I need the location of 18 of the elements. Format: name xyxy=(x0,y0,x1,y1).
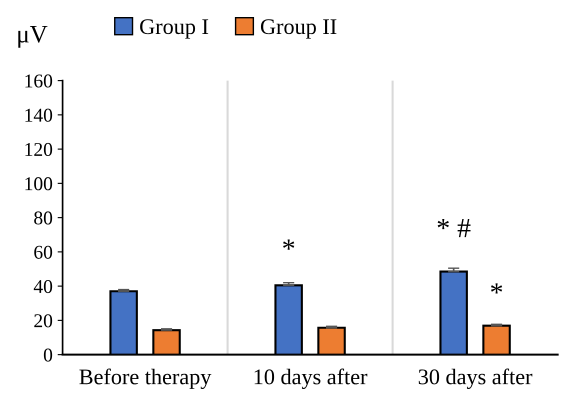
y-tick-label: 0 xyxy=(44,348,52,362)
legend-label: Group II xyxy=(260,19,336,39)
y-tick-label: 140 xyxy=(25,108,52,122)
y-tick-label: 120 xyxy=(25,142,52,156)
x-tick-label: 10 days after xyxy=(254,368,368,389)
y-tick-label: 20 xyxy=(34,314,52,328)
legend-label: Group I xyxy=(140,19,208,39)
y-axis-title: μV xyxy=(18,26,48,48)
annotation: * xyxy=(283,240,294,250)
y-tick-label: 160 xyxy=(25,74,52,88)
x-tick-label: Before therapy xyxy=(79,368,212,389)
annotation: * xyxy=(490,283,502,294)
x-tick-label: 30 days after xyxy=(418,368,532,389)
y-tick-label: 100 xyxy=(25,177,52,190)
y-tick-label: 80 xyxy=(34,211,52,225)
y-tick-label: 40 xyxy=(34,280,52,294)
y-tick-label: 60 xyxy=(34,246,52,259)
annotation: * # xyxy=(438,218,471,238)
